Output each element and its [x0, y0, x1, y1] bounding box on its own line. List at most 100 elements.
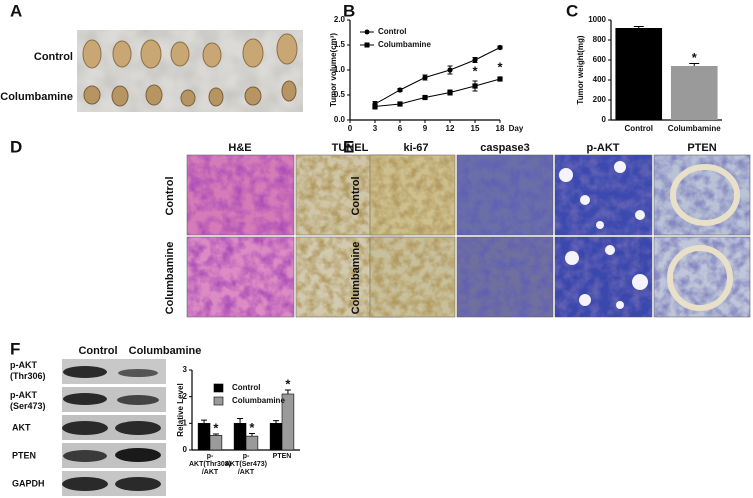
legend-label: Columbamine — [378, 40, 431, 49]
legend-swatch — [213, 383, 224, 393]
data-point — [472, 57, 478, 63]
blot-label: GAPDH — [12, 478, 45, 488]
bar — [269, 423, 283, 451]
error-bar — [237, 418, 244, 424]
significance-mark: * — [497, 59, 503, 74]
y-tick-label: 1 — [183, 418, 188, 427]
y-tick-label: 400 — [593, 75, 607, 84]
data-point — [397, 101, 403, 107]
y-axis-label: Tumor volume(cm³) — [329, 33, 338, 107]
legend-marker — [364, 29, 370, 35]
data-point — [447, 67, 453, 73]
x-tick-label: 18 — [496, 124, 505, 133]
x-tick-label: p-AKT(Ser473) /AKT — [224, 453, 267, 476]
x-tick-label: 6 — [398, 124, 403, 133]
data-point — [497, 44, 503, 51]
data-point — [422, 74, 428, 81]
x-tick-label: 9 — [423, 124, 428, 133]
x-tick-label: 0 — [348, 124, 353, 133]
error-bar — [248, 432, 255, 437]
legend-swatch — [213, 396, 224, 406]
data-point — [397, 87, 403, 93]
panel-label: B — [343, 1, 355, 20]
blot-label: p-AKT (Ser473) — [10, 390, 46, 411]
y-tick-label: 2.0 — [334, 15, 346, 24]
significance-mark: * — [472, 63, 478, 78]
row-label: Control — [34, 51, 73, 63]
error-bar — [273, 420, 280, 424]
column-label: p-AKT — [587, 142, 620, 154]
y-tick-label: 2 — [183, 392, 188, 401]
ihc-images — [369, 154, 751, 318]
row-label: Columbamine — [0, 91, 73, 103]
y-tick-label: 1000 — [588, 15, 606, 24]
row-label: Columbamine — [350, 242, 362, 315]
y-tick-label: 0.5 — [334, 90, 346, 99]
legend-label: Control — [232, 383, 260, 392]
blot-label: PTEN — [12, 450, 36, 460]
panel-label: C — [566, 1, 578, 20]
x-tick-label: 3 — [373, 124, 378, 133]
legend-marker — [364, 42, 370, 48]
legend-label: Columbamine — [232, 396, 285, 405]
significance-mark: * — [213, 420, 219, 435]
legend-label: Control — [378, 27, 406, 36]
row-label: Control — [350, 176, 362, 215]
y-tick-label: 600 — [593, 55, 607, 64]
y-tick-label: 0 — [183, 445, 188, 454]
blot-label-text: p-AKT (Ser473) — [10, 390, 46, 411]
x-tick-label: 15 — [471, 124, 480, 133]
bar — [197, 423, 211, 451]
row-label: Columbamine — [164, 242, 176, 315]
panel-label: A — [10, 1, 22, 20]
x-tick-label: p-AKT(Thr308) /AKT — [188, 453, 231, 476]
data-point — [447, 89, 453, 96]
y-tick-label: 0.0 — [334, 115, 346, 124]
bar — [209, 435, 223, 451]
column-label: caspase3 — [480, 142, 530, 154]
x-tick-label: Columbamine — [668, 124, 721, 133]
series-line — [374, 47, 501, 105]
significance-mark: * — [692, 50, 698, 65]
error-bar — [633, 26, 644, 28]
x-axis-label: Day — [509, 124, 524, 133]
data-point — [372, 103, 378, 110]
y-tick-label: 0 — [602, 115, 607, 124]
y-tick-label: 200 — [593, 95, 607, 104]
x-tick-label: 12 — [446, 124, 455, 133]
x-tick-label: Control — [625, 124, 653, 133]
column-label: TUNEL — [332, 142, 369, 154]
column-label: PTEN — [687, 142, 716, 154]
x-tick-label-text: p-AKT(Thr308) /AKT — [188, 453, 231, 476]
panel-label: D — [10, 137, 22, 156]
y-axis-label: Tumor weight(mg) — [576, 35, 585, 105]
bar — [615, 28, 663, 120]
error-bar — [201, 419, 208, 424]
data-point — [497, 76, 503, 82]
y-tick-label: 1.5 — [334, 40, 346, 49]
y-tick-label: 1.0 — [334, 65, 346, 74]
bar — [233, 423, 247, 451]
significance-mark: * — [249, 420, 255, 435]
column-label: H&E — [228, 142, 251, 154]
column-label: ki-67 — [403, 142, 428, 154]
data-point — [472, 83, 478, 89]
tumor-photo — [77, 30, 303, 112]
x-tick-label-text: p-AKT(Ser473) /AKT — [224, 453, 267, 476]
ihc-details — [559, 161, 740, 311]
row-label: Control — [164, 176, 176, 215]
panel-label: F — [10, 339, 20, 358]
bar — [670, 66, 718, 120]
column-label: Control — [78, 345, 117, 357]
error-bar — [689, 63, 700, 66]
error-bar — [284, 389, 291, 394]
x-tick-label: PTEN — [272, 453, 292, 460]
western-blot — [62, 359, 166, 496]
x-tick-label-text: PTEN — [272, 453, 292, 460]
series-line — [374, 78, 501, 107]
blot-label-text: p-AKT (Thr306) — [10, 360, 46, 381]
column-label: Columbamine — [129, 345, 202, 357]
bar — [245, 435, 259, 451]
data-point — [422, 94, 428, 101]
